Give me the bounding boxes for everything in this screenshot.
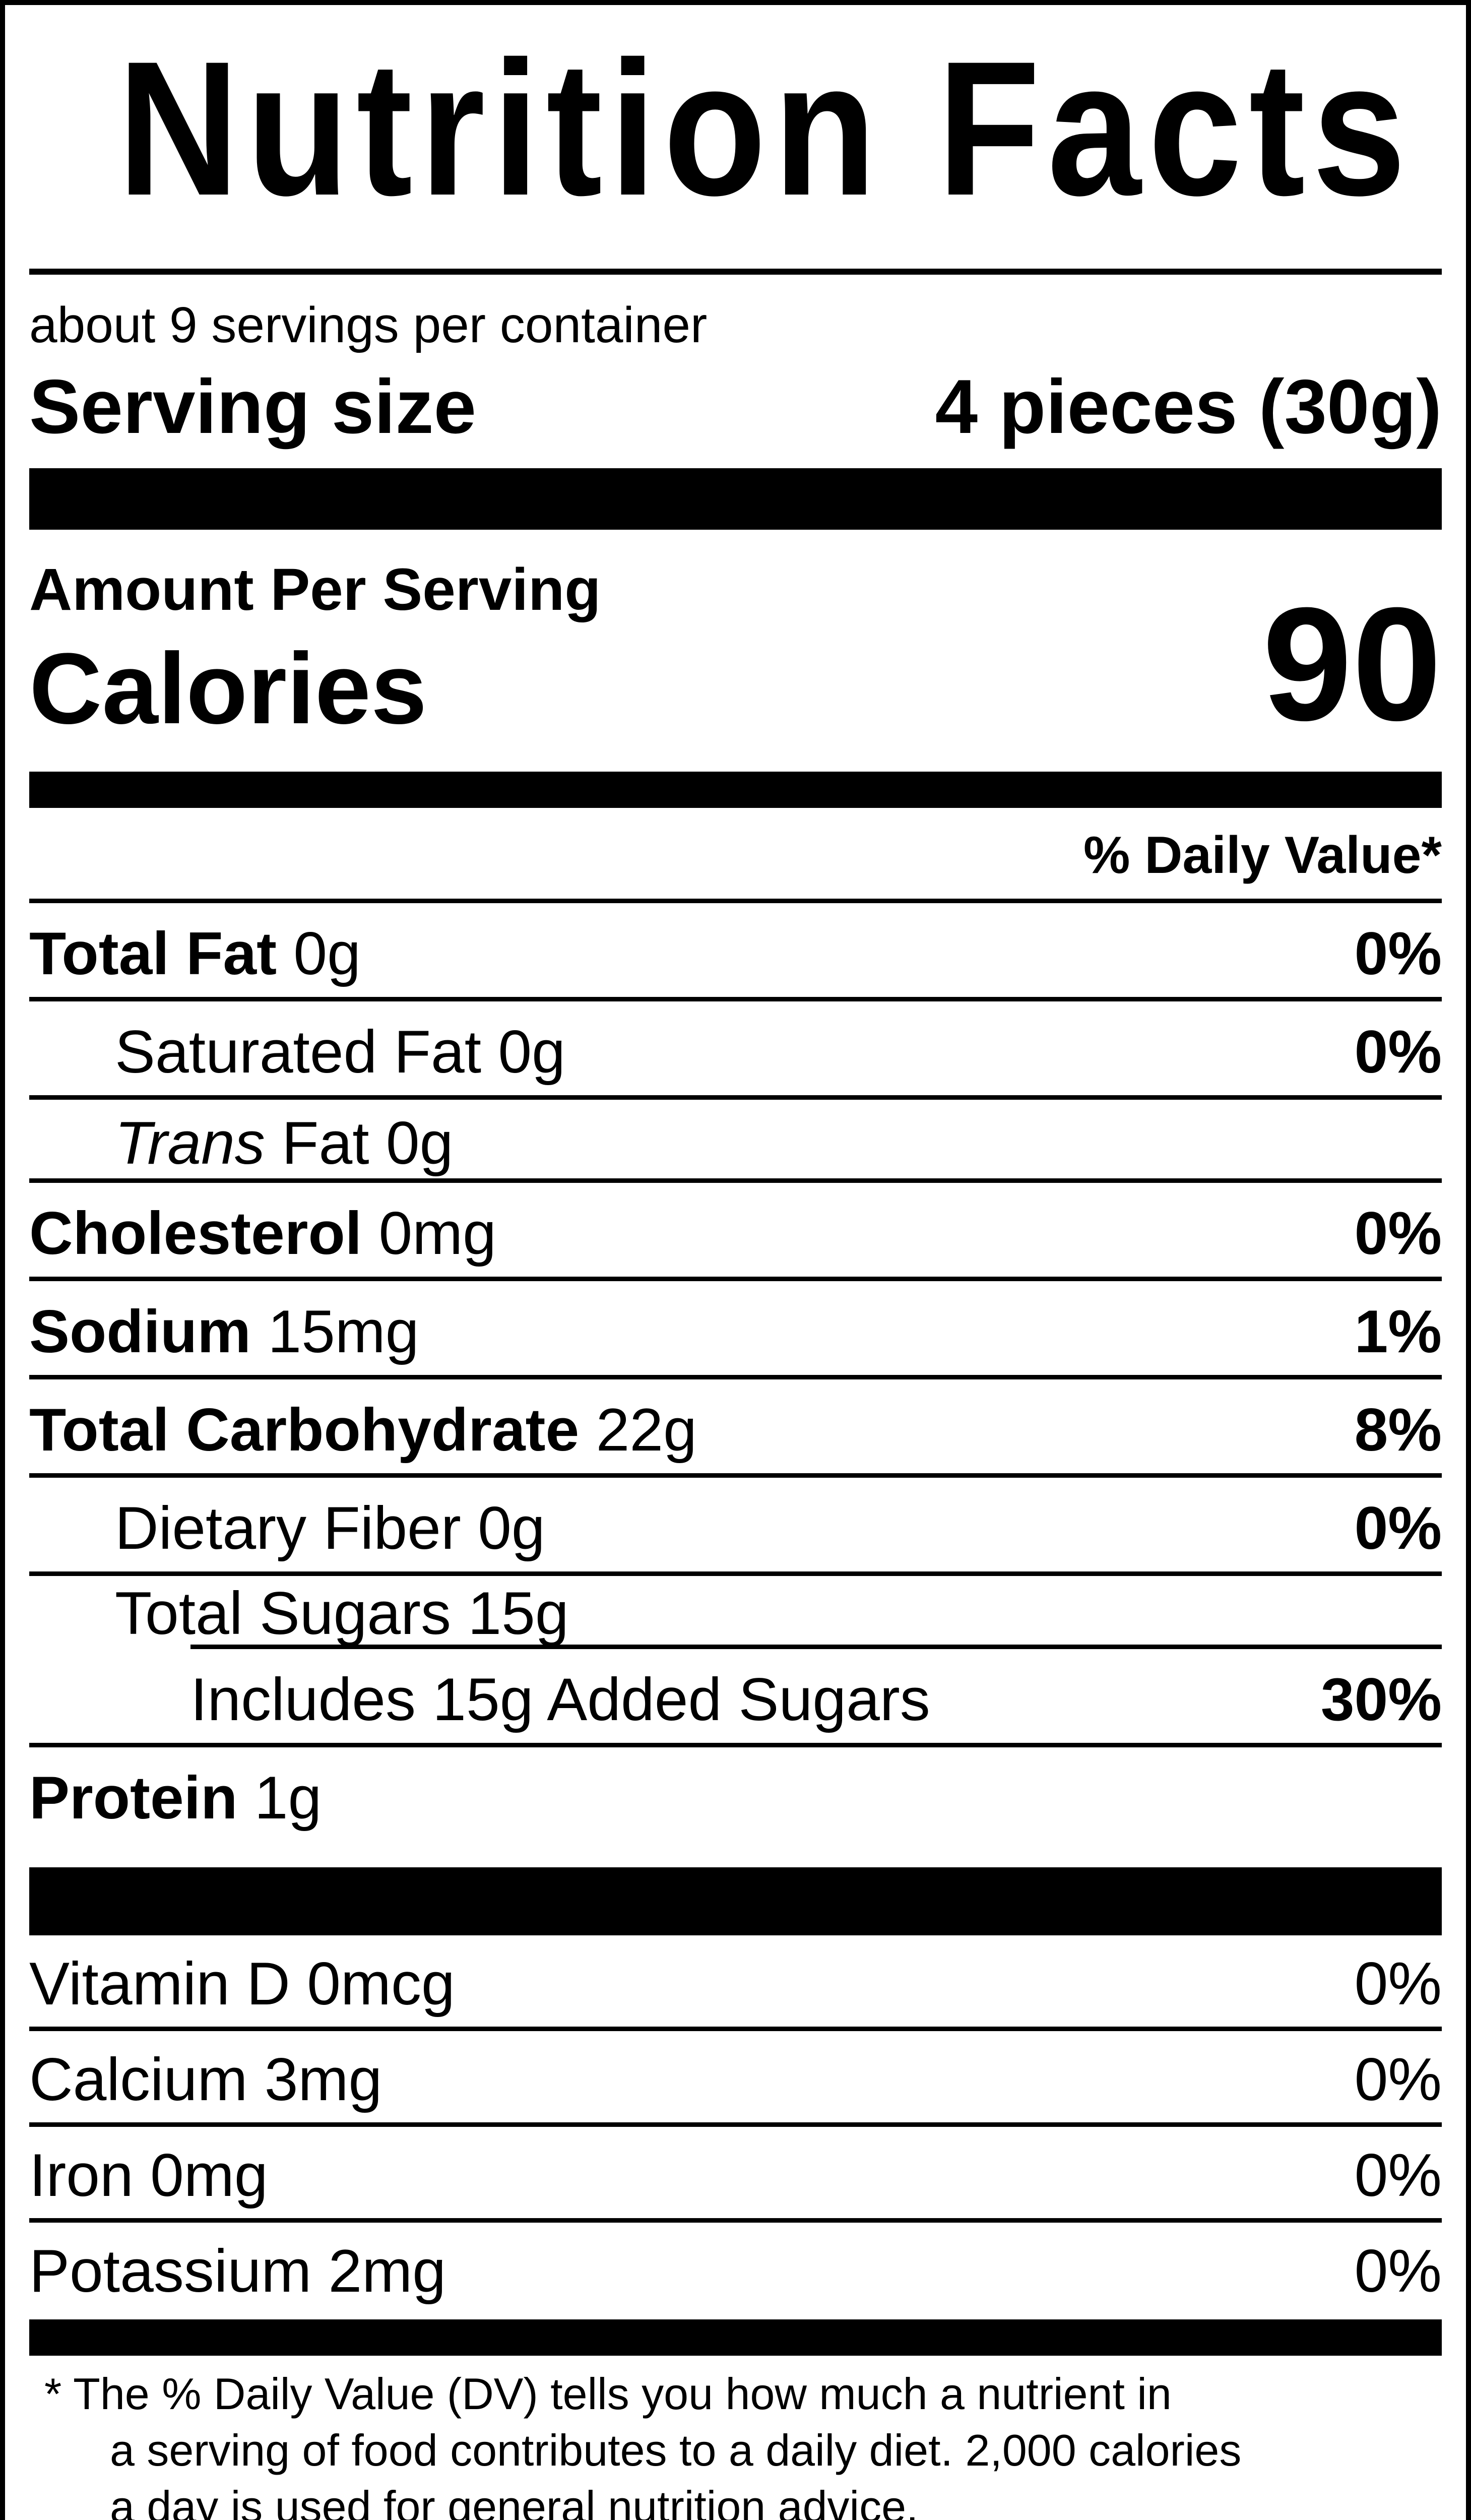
- thick-separator-bar-calories: [29, 772, 1442, 808]
- nutrient-row-total-carbohydrate: Total Carbohydrate 22g 8%: [29, 1379, 1442, 1473]
- calories-label: Calories: [29, 633, 427, 745]
- vitamin-name: Vitamin D 0mcg: [29, 1950, 455, 2018]
- vitamin-row-potassium: Potassium 2mg 0%: [29, 2223, 1442, 2319]
- nutrient-row-cholesterol: Cholesterol 0mg 0%: [29, 1183, 1442, 1277]
- nutrient-row-total-fat: Total Fat 0g 0%: [29, 903, 1442, 997]
- nutrient-row-saturated-fat: Saturated Fat 0g 0%: [29, 1001, 1442, 1095]
- thick-separator-bar-footnote: [29, 2319, 1442, 2356]
- serving-size-value: 4 pieces (30g): [935, 364, 1442, 450]
- vitamin-name: Potassium 2mg: [29, 2237, 446, 2305]
- hairline-rule: [29, 2122, 1442, 2127]
- label-title-text: Nutrition Facts: [117, 21, 1413, 235]
- hairline-rule: [29, 1571, 1442, 1576]
- footnote-line: a serving of food contributes to a daily…: [110, 2425, 1242, 2475]
- vitamin-daily-value: 0%: [1354, 2141, 1442, 2209]
- hairline-rule: [29, 2027, 1442, 2031]
- nutrient-daily-value: 8%: [1354, 1396, 1442, 1464]
- servings-per-container: about 9 servings per container: [29, 297, 708, 353]
- hairline-rule: [29, 2218, 1442, 2223]
- hairline-rule: [29, 1375, 1442, 1379]
- nutrient-name: Includes 15g Added Sugars: [190, 1666, 930, 1733]
- title-divider-rule: [29, 269, 1442, 275]
- nutrient-name: Total Fat 0g: [29, 920, 361, 987]
- nutrient-daily-value: 0%: [1354, 1200, 1442, 1267]
- nutrient-daily-value: 0%: [1354, 1494, 1442, 1562]
- hairline-rule: [29, 899, 1442, 903]
- nutrient-name: Total Sugars 15g: [115, 1580, 569, 1647]
- nutrient-name: Trans Fat 0g: [115, 1109, 454, 1177]
- hairline-rule: [29, 1178, 1442, 1183]
- hairline-rule-indented: [190, 1645, 1442, 1649]
- nutrient-name: Protein 1g: [29, 1764, 322, 1832]
- nutrient-daily-value: 30%: [1320, 1666, 1442, 1733]
- footnote-line: * The % Daily Value (DV) tells you how m…: [44, 2369, 1172, 2419]
- nutrient-row-total-sugars: Total Sugars 15g: [29, 1576, 1442, 1645]
- thick-separator-bar-vitamins: [29, 1867, 1442, 1935]
- hairline-rule: [29, 1743, 1442, 1747]
- nutrient-name: Cholesterol 0mg: [29, 1200, 496, 1267]
- label-title: Nutrition Facts: [29, 33, 1442, 224]
- vitamin-daily-value: 0%: [1354, 2237, 1442, 2305]
- amount-per-serving: Amount Per Serving: [29, 556, 601, 623]
- nutrient-row-trans-fat: Trans Fat 0g: [29, 1100, 1442, 1178]
- vitamin-daily-value: 0%: [1354, 2046, 1442, 2113]
- calories-section: Amount Per Serving Calories 90: [29, 556, 1442, 745]
- hairline-rule: [29, 1095, 1442, 1100]
- nutrient-name: Sodium 15mg: [29, 1298, 419, 1365]
- nutrient-row-added-sugars: Includes 15g Added Sugars 30%: [29, 1649, 1442, 1743]
- nutrient-name: Saturated Fat 0g: [115, 1018, 565, 1086]
- vitamin-row-calcium: Calcium 3mg 0%: [29, 2031, 1442, 2122]
- nutrient-row-dietary-fiber: Dietary Fiber 0g 0%: [29, 1478, 1442, 1571]
- serving-size-row: Serving size 4 pieces (30g): [29, 368, 1442, 445]
- daily-value-header: % Daily Value*: [1083, 826, 1442, 885]
- footnote-line: a day is used for general nutrition advi…: [110, 2482, 919, 2520]
- hairline-rule: [29, 1277, 1442, 1281]
- nutrient-daily-value: 1%: [1354, 1298, 1442, 1365]
- serving-size-label: Serving size: [29, 364, 477, 450]
- nutrient-row-protein: Protein 1g: [29, 1747, 1442, 1867]
- nutrient-daily-value: 0%: [1354, 1018, 1442, 1086]
- vitamin-name: Iron 0mg: [29, 2141, 268, 2209]
- hairline-rule: [29, 997, 1442, 1001]
- nutrient-row-sodium: Sodium 15mg 1%: [29, 1281, 1442, 1375]
- thick-separator-bar-top: [29, 468, 1442, 530]
- nutrient-name: Dietary Fiber 0g: [115, 1494, 545, 1562]
- nutrient-daily-value: 0%: [1354, 920, 1442, 987]
- vitamin-row-vitamin-d: Vitamin D 0mcg 0%: [29, 1935, 1442, 2027]
- nutrient-name: Total Carbohydrate 22g: [29, 1396, 697, 1464]
- daily-value-footnote: * The % Daily Value (DV) tells you how m…: [44, 2366, 1442, 2520]
- vitamin-name: Calcium 3mg: [29, 2046, 382, 2113]
- calories-value: 90: [1262, 574, 1442, 754]
- vitamin-daily-value: 0%: [1354, 1950, 1442, 2018]
- vitamin-row-iron: Iron 0mg 0%: [29, 2127, 1442, 2218]
- hairline-rule: [29, 1473, 1442, 1478]
